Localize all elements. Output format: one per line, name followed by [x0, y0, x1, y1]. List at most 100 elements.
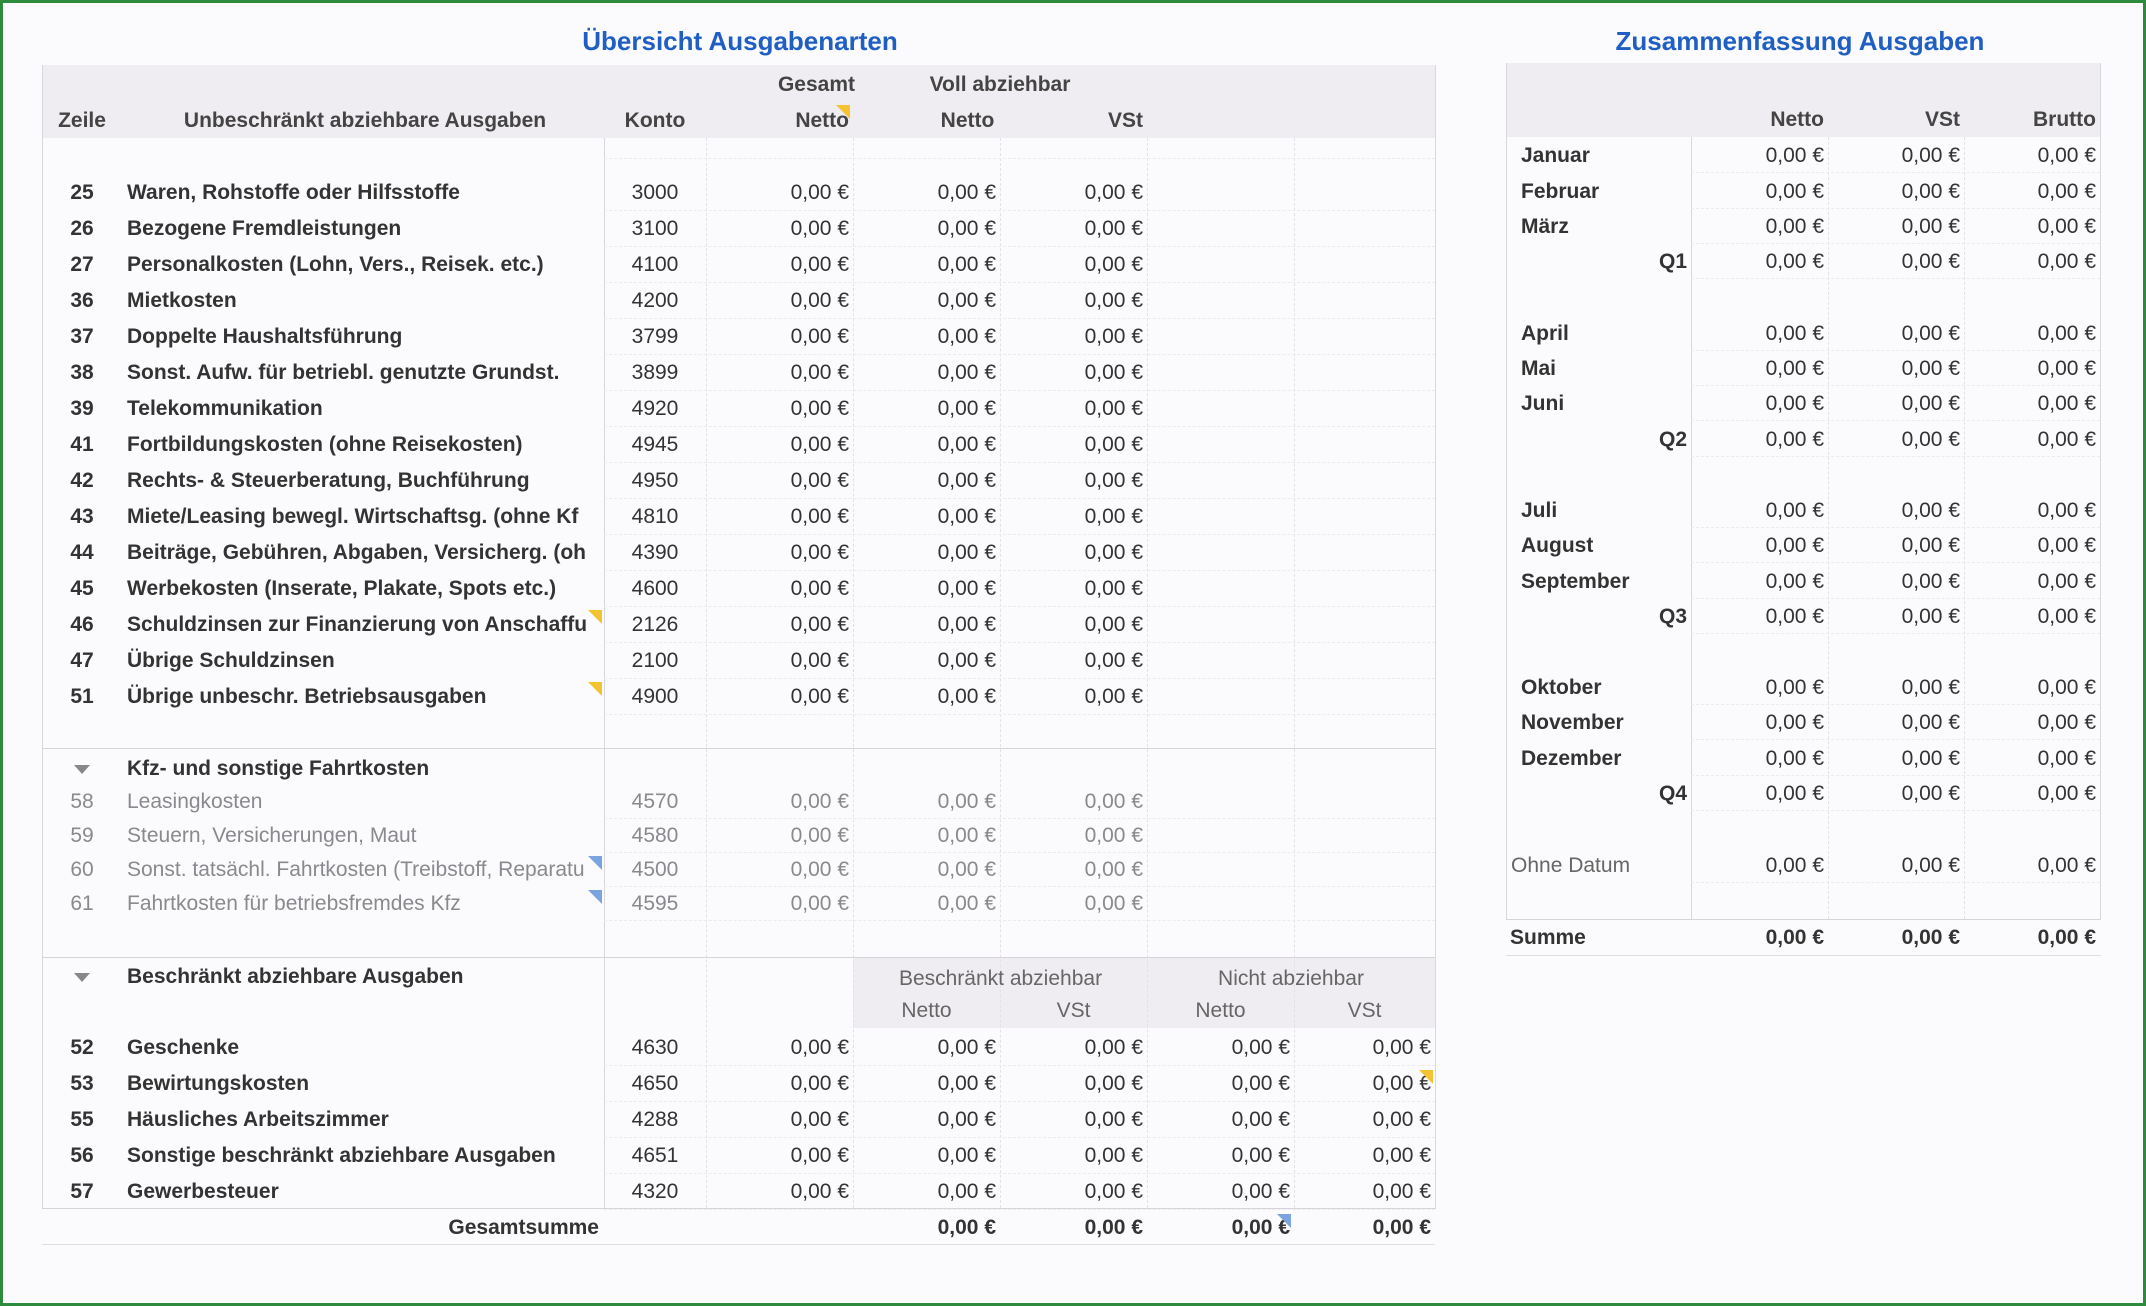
row-voll-netto[interactable]: 0,00 € — [937, 181, 996, 204]
comment-marker-icon[interactable] — [588, 890, 602, 904]
summary-netto[interactable]: 0,00 € — [1765, 392, 1824, 415]
summary-vst[interactable]: 0,00 € — [1901, 499, 1960, 522]
row-voll-vst[interactable]: 0,00 € — [1084, 181, 1143, 204]
row-voll-vst[interactable]: 0,00 € — [1084, 649, 1143, 672]
row-n-vst[interactable]: 0,00 € — [1372, 1036, 1431, 1059]
row-gesamt-netto[interactable]: 0,00 € — [790, 892, 849, 915]
row-b-vst[interactable]: 0,00 € — [1084, 1144, 1143, 1167]
row-konto[interactable]: 4900 — [631, 685, 679, 708]
summary-netto[interactable]: 0,00 € — [1765, 854, 1824, 877]
row-gesamt-netto[interactable]: 0,00 € — [790, 613, 849, 636]
row-konto[interactable]: 4950 — [631, 469, 679, 492]
row-konto[interactable]: 2100 — [631, 649, 679, 672]
summary-netto[interactable]: 0,00 € — [1765, 605, 1824, 628]
summary-brutto[interactable]: 0,00 € — [2037, 250, 2096, 273]
comment-marker-icon[interactable] — [1419, 1070, 1433, 1084]
summary-netto[interactable]: 0,00 € — [1765, 711, 1824, 734]
row-konto[interactable]: 3000 — [631, 181, 679, 204]
summary-brutto[interactable]: 0,00 € — [2037, 747, 2096, 770]
row-voll-netto[interactable]: 0,00 € — [937, 289, 996, 312]
row-voll-netto[interactable]: 0,00 € — [937, 613, 996, 636]
row-gesamt-netto[interactable]: 0,00 € — [790, 325, 849, 348]
row-gesamt-netto[interactable]: 0,00 € — [790, 1072, 849, 1095]
row-voll-netto[interactable]: 0,00 € — [937, 253, 996, 276]
row-b-netto[interactable]: 0,00 € — [937, 1036, 996, 1059]
row-n-vst[interactable]: 0,00 € — [1372, 1180, 1431, 1203]
row-voll-netto[interactable]: 0,00 € — [937, 469, 996, 492]
row-gesamt-netto[interactable]: 0,00 € — [790, 181, 849, 204]
row-voll-netto[interactable]: 0,00 € — [937, 577, 996, 600]
row-konto[interactable]: 4100 — [631, 253, 679, 276]
row-konto[interactable]: 4288 — [631, 1108, 679, 1131]
row-gesamt-netto[interactable]: 0,00 € — [790, 289, 849, 312]
row-voll-vst[interactable]: 0,00 € — [1084, 505, 1143, 528]
summary-vst[interactable]: 0,00 € — [1901, 534, 1960, 557]
row-voll-vst[interactable]: 0,00 € — [1084, 469, 1143, 492]
row-voll-vst[interactable]: 0,00 € — [1084, 541, 1143, 564]
comment-marker-icon[interactable] — [588, 682, 602, 696]
row-konto[interactable]: 4651 — [631, 1144, 679, 1167]
row-konto[interactable]: 4920 — [631, 397, 679, 420]
row-konto[interactable]: 4810 — [631, 505, 679, 528]
row-voll-vst[interactable]: 0,00 € — [1084, 685, 1143, 708]
comment-marker-icon[interactable] — [588, 610, 602, 624]
row-voll-vst[interactable]: 0,00 € — [1084, 253, 1143, 276]
row-b-netto[interactable]: 0,00 € — [937, 1108, 996, 1131]
summary-netto[interactable]: 0,00 € — [1765, 322, 1824, 345]
row-voll-vst[interactable]: 0,00 € — [1084, 858, 1143, 881]
row-voll-netto[interactable]: 0,00 € — [937, 217, 996, 240]
row-voll-netto[interactable]: 0,00 € — [937, 505, 996, 528]
summary-vst[interactable]: 0,00 € — [1901, 782, 1960, 805]
summary-netto[interactable]: 0,00 € — [1765, 570, 1824, 593]
summary-brutto[interactable]: 0,00 € — [2037, 357, 2096, 380]
row-konto[interactable]: 3899 — [631, 361, 679, 384]
summary-netto[interactable]: 0,00 € — [1765, 428, 1824, 451]
summary-netto[interactable]: 0,00 € — [1765, 144, 1824, 167]
row-n-netto[interactable]: 0,00 € — [1231, 1180, 1290, 1203]
row-gesamt-netto[interactable]: 0,00 € — [790, 361, 849, 384]
row-konto[interactable]: 3799 — [631, 325, 679, 348]
row-gesamt-netto[interactable]: 0,00 € — [790, 1108, 849, 1131]
row-voll-netto[interactable]: 0,00 € — [937, 824, 996, 847]
row-konto[interactable]: 4500 — [631, 858, 679, 881]
row-voll-vst[interactable]: 0,00 € — [1084, 824, 1143, 847]
row-gesamt-netto[interactable]: 0,00 € — [790, 577, 849, 600]
collapse-triangle-icon[interactable] — [74, 765, 90, 774]
row-gesamt-netto[interactable]: 0,00 € — [790, 253, 849, 276]
row-voll-netto[interactable]: 0,00 € — [937, 649, 996, 672]
row-b-netto[interactable]: 0,00 € — [937, 1144, 996, 1167]
summary-netto[interactable]: 0,00 € — [1765, 250, 1824, 273]
row-konto[interactable]: 2126 — [631, 613, 679, 636]
row-b-netto[interactable]: 0,00 € — [937, 1180, 996, 1203]
row-voll-netto[interactable]: 0,00 € — [937, 892, 996, 915]
summary-brutto[interactable]: 0,00 € — [2037, 499, 2096, 522]
summary-brutto[interactable]: 0,00 € — [2037, 180, 2096, 203]
summary-netto[interactable]: 0,00 € — [1765, 215, 1824, 238]
row-gesamt-netto[interactable]: 0,00 € — [790, 541, 849, 564]
row-gesamt-netto[interactable]: 0,00 € — [790, 217, 849, 240]
row-voll-netto[interactable]: 0,00 € — [937, 790, 996, 813]
summary-brutto[interactable]: 0,00 € — [2037, 534, 2096, 557]
summary-vst[interactable]: 0,00 € — [1901, 676, 1960, 699]
summary-vst[interactable]: 0,00 € — [1901, 747, 1960, 770]
summary-brutto[interactable]: 0,00 € — [2037, 144, 2096, 167]
row-voll-vst[interactable]: 0,00 € — [1084, 289, 1143, 312]
row-voll-vst[interactable]: 0,00 € — [1084, 361, 1143, 384]
summary-vst[interactable]: 0,00 € — [1901, 605, 1960, 628]
summary-vst[interactable]: 0,00 € — [1901, 250, 1960, 273]
row-voll-netto[interactable]: 0,00 € — [937, 858, 996, 881]
summary-vst[interactable]: 0,00 € — [1901, 854, 1960, 877]
row-n-vst[interactable]: 0,00 € — [1372, 1072, 1431, 1095]
row-konto[interactable]: 4600 — [631, 577, 679, 600]
row-konto[interactable]: 4320 — [631, 1180, 679, 1203]
summary-netto[interactable]: 0,00 € — [1765, 747, 1824, 770]
row-konto[interactable]: 4945 — [631, 433, 679, 456]
row-konto[interactable]: 4570 — [631, 790, 679, 813]
summary-netto[interactable]: 0,00 € — [1765, 534, 1824, 557]
summary-vst[interactable]: 0,00 € — [1901, 215, 1960, 238]
collapse-triangle-icon[interactable] — [74, 973, 90, 982]
summary-vst[interactable]: 0,00 € — [1901, 711, 1960, 734]
summary-brutto[interactable]: 0,00 € — [2037, 605, 2096, 628]
row-gesamt-netto[interactable]: 0,00 € — [790, 505, 849, 528]
summary-vst[interactable]: 0,00 € — [1901, 322, 1960, 345]
